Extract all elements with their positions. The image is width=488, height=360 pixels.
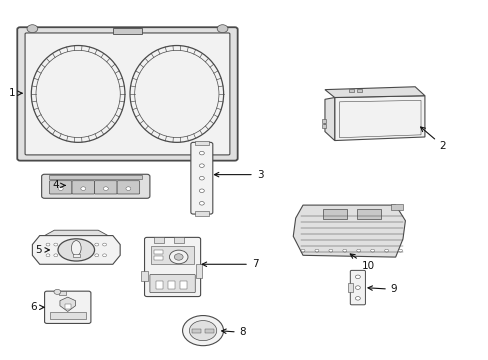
- Circle shape: [342, 249, 346, 252]
- Polygon shape: [293, 205, 405, 257]
- Bar: [173, 237, 183, 243]
- Bar: [50, 312, 85, 319]
- Bar: [151, 246, 194, 264]
- Circle shape: [355, 275, 360, 279]
- Bar: [322, 210, 346, 220]
- Bar: [154, 250, 163, 254]
- Polygon shape: [44, 230, 108, 235]
- FancyBboxPatch shape: [49, 181, 72, 194]
- Bar: [390, 204, 402, 211]
- Ellipse shape: [130, 45, 223, 142]
- FancyBboxPatch shape: [349, 270, 365, 305]
- Circle shape: [356, 249, 360, 252]
- Bar: [192, 329, 200, 333]
- Bar: [347, 283, 352, 292]
- Ellipse shape: [174, 254, 183, 260]
- Polygon shape: [325, 98, 334, 140]
- Polygon shape: [60, 297, 75, 311]
- FancyBboxPatch shape: [150, 274, 195, 293]
- Polygon shape: [325, 87, 424, 98]
- Circle shape: [199, 151, 204, 155]
- Circle shape: [102, 243, 106, 246]
- Bar: [194, 211, 208, 216]
- Circle shape: [199, 164, 204, 167]
- Text: 5: 5: [36, 245, 49, 255]
- Circle shape: [95, 243, 99, 246]
- Bar: [194, 141, 208, 145]
- Circle shape: [370, 249, 374, 252]
- Bar: [321, 119, 326, 123]
- Bar: [141, 271, 148, 281]
- Polygon shape: [339, 100, 420, 138]
- Ellipse shape: [31, 45, 124, 142]
- Bar: [348, 89, 353, 92]
- FancyBboxPatch shape: [44, 291, 91, 323]
- FancyBboxPatch shape: [144, 237, 200, 297]
- Circle shape: [189, 320, 216, 341]
- Bar: [356, 210, 380, 220]
- Ellipse shape: [36, 50, 120, 138]
- Circle shape: [81, 187, 85, 190]
- Circle shape: [54, 289, 61, 294]
- FancyBboxPatch shape: [190, 142, 212, 214]
- Circle shape: [301, 249, 305, 252]
- Text: 3: 3: [214, 170, 263, 180]
- Polygon shape: [32, 235, 120, 264]
- FancyBboxPatch shape: [94, 181, 117, 194]
- Circle shape: [355, 286, 360, 289]
- Circle shape: [95, 254, 99, 257]
- Circle shape: [46, 243, 50, 246]
- Circle shape: [46, 254, 50, 257]
- Bar: [49, 175, 142, 179]
- Text: 10: 10: [349, 254, 374, 271]
- Ellipse shape: [58, 239, 94, 261]
- Bar: [167, 281, 174, 289]
- FancyBboxPatch shape: [17, 27, 237, 161]
- Circle shape: [384, 249, 388, 252]
- Circle shape: [398, 249, 402, 252]
- Bar: [73, 253, 80, 257]
- Circle shape: [58, 187, 63, 190]
- Circle shape: [102, 254, 106, 257]
- Bar: [65, 303, 71, 309]
- Bar: [156, 281, 162, 289]
- Circle shape: [27, 25, 38, 33]
- Circle shape: [126, 187, 131, 190]
- Text: 8: 8: [221, 327, 246, 337]
- Circle shape: [199, 189, 204, 193]
- Ellipse shape: [134, 50, 219, 138]
- Circle shape: [54, 254, 58, 257]
- Bar: [195, 264, 201, 278]
- Circle shape: [314, 249, 318, 252]
- Circle shape: [328, 249, 332, 252]
- Bar: [321, 125, 326, 128]
- Circle shape: [199, 176, 204, 180]
- Bar: [205, 329, 213, 333]
- FancyBboxPatch shape: [41, 174, 150, 198]
- Text: 7: 7: [202, 259, 258, 269]
- Bar: [356, 89, 361, 92]
- Text: 6: 6: [31, 302, 44, 312]
- Bar: [154, 237, 163, 243]
- Text: 9: 9: [367, 284, 397, 294]
- FancyBboxPatch shape: [117, 181, 140, 194]
- Bar: [60, 291, 65, 295]
- Circle shape: [199, 202, 204, 205]
- Text: 1: 1: [9, 88, 22, 98]
- Bar: [180, 281, 186, 289]
- FancyBboxPatch shape: [72, 181, 94, 194]
- Polygon shape: [334, 96, 424, 140]
- Bar: [154, 256, 163, 260]
- Ellipse shape: [71, 240, 81, 256]
- Circle shape: [54, 243, 58, 246]
- Bar: [113, 28, 142, 34]
- Circle shape: [103, 187, 108, 190]
- Text: 4: 4: [53, 180, 65, 190]
- Circle shape: [217, 25, 227, 33]
- Ellipse shape: [169, 250, 187, 264]
- Circle shape: [182, 316, 223, 346]
- Circle shape: [355, 297, 360, 300]
- FancyBboxPatch shape: [25, 33, 229, 155]
- Text: 2: 2: [420, 127, 445, 151]
